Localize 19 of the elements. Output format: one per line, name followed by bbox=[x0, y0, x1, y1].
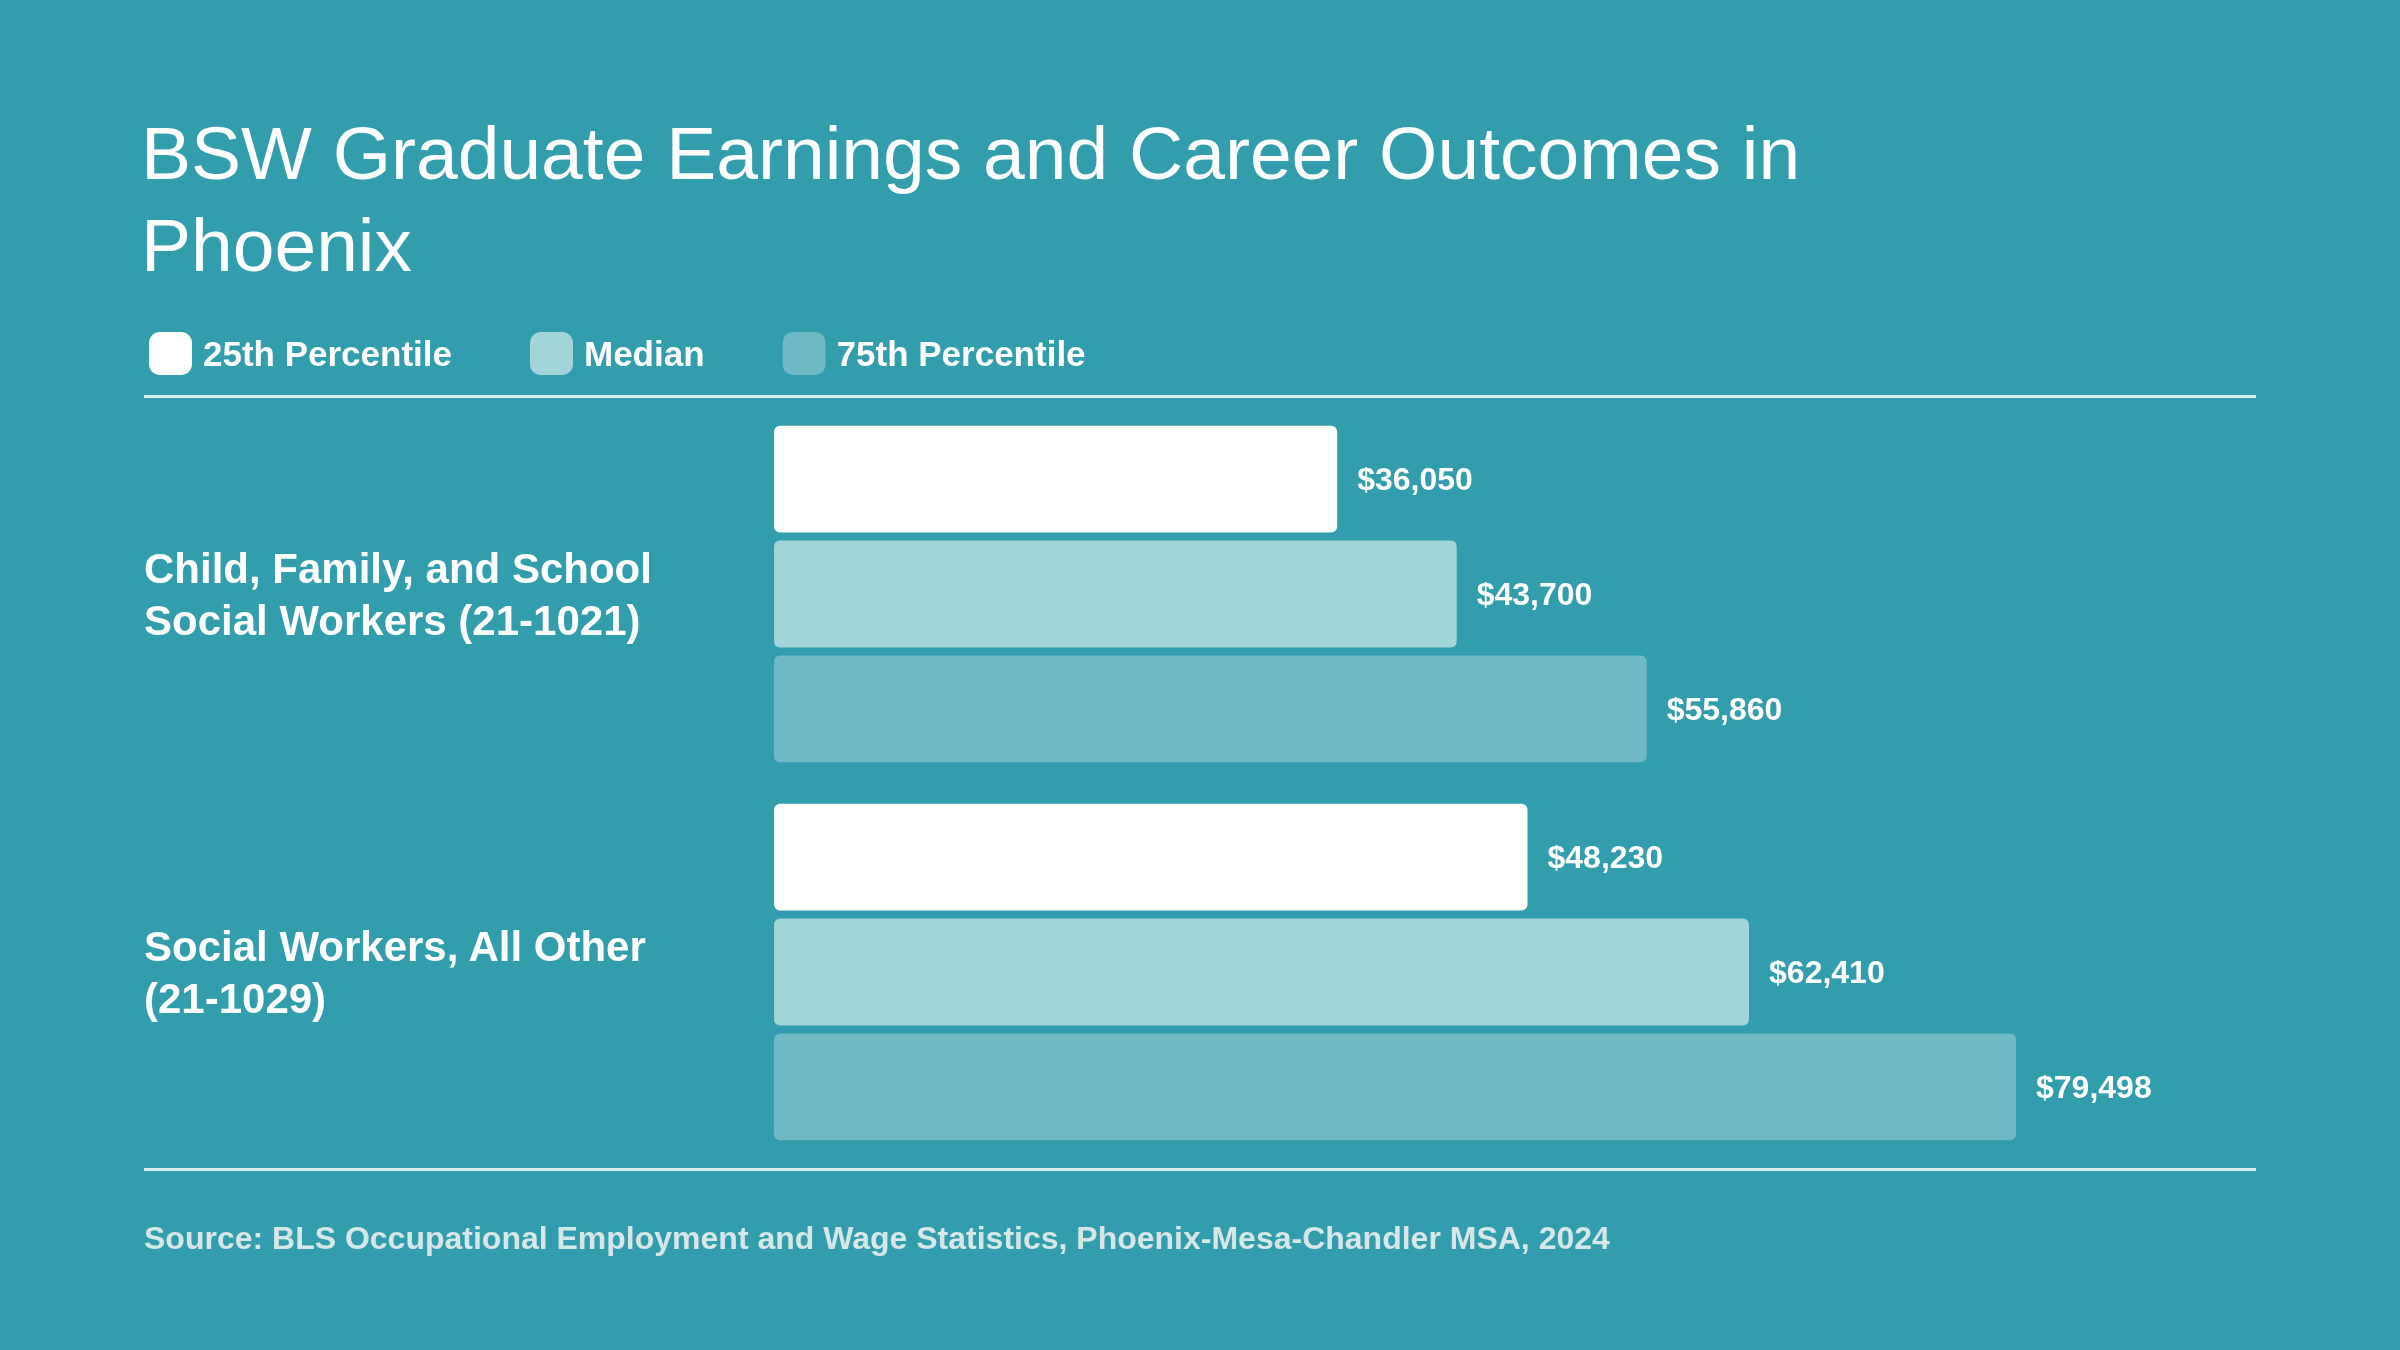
bar bbox=[774, 655, 1647, 763]
legend-label: 75th Percentile bbox=[836, 334, 1086, 373]
bar bbox=[774, 540, 1457, 648]
bar bbox=[774, 1033, 2016, 1141]
data-label: $43,700 bbox=[1476, 576, 1593, 612]
data-label: $36,050 bbox=[1357, 461, 1473, 498]
y-tick-label: Child, Family, and School Social Workers (21-1021) bbox=[144, 544, 664, 644]
data-label: $62,410 bbox=[1769, 954, 1885, 990]
data-label: $55,860 bbox=[1666, 690, 1783, 727]
y-tick-label: Social Workers, All Other (21-1029) bbox=[144, 922, 658, 1022]
chart-title: BSW Graduate Earnings and Career Outcomes in Phoenix bbox=[141, 111, 1821, 287]
legend-label: Median bbox=[584, 334, 705, 373]
source-note: Source: BLS Occupational Employment and Wage Statistics, Phoenix-Mesa-Chandler MSA, 2024 bbox=[144, 1220, 1611, 1256]
bar bbox=[774, 918, 1750, 1026]
bar bbox=[774, 803, 1528, 911]
bar bbox=[774, 425, 1338, 533]
data-label: $79,498 bbox=[2036, 1068, 2152, 1105]
legend-label: 25th Percentile bbox=[203, 334, 452, 373]
data-label: $48,230 bbox=[1547, 839, 1664, 876]
